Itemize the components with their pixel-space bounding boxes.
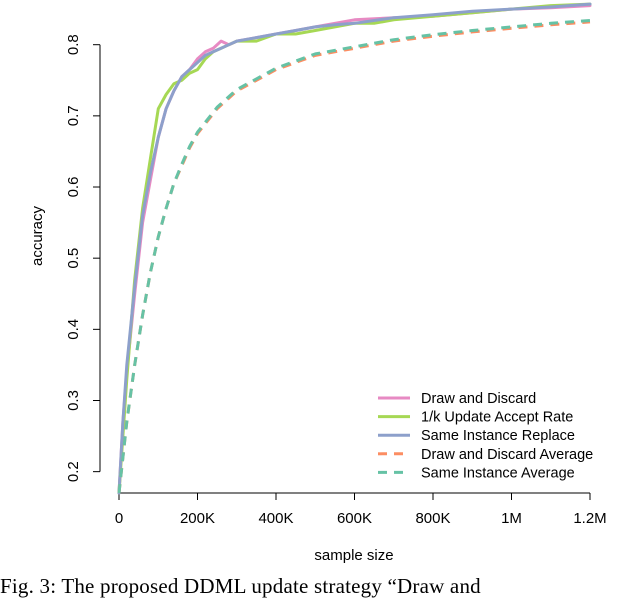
- legend-label: Draw and Discard: [421, 391, 536, 407]
- y-tick-label: 0.8: [65, 34, 82, 55]
- x-tick-label: 200K: [180, 510, 215, 527]
- y-tick-label: 0.3: [65, 390, 82, 411]
- x-tick-label: 0: [115, 510, 123, 527]
- y-tick-label: 0.2: [65, 461, 82, 482]
- series-line: [117, 2, 592, 495]
- y-tick-label: 0.4: [65, 319, 82, 340]
- x-tick-label: 800K: [415, 510, 450, 527]
- legend-label: 1/k Update Accept Rate: [421, 410, 573, 426]
- axes: 0 200K 400K 600K 800K 1M 1.2M 0.2 0.3 0.4 0.5 0.6 0.…: [65, 34, 607, 527]
- legend-label: Draw and Discard Average: [421, 447, 593, 463]
- figure-caption: Fig. 3: The proposed DDML update strateg…: [0, 574, 481, 598]
- y-tick-label: 0.6: [65, 177, 82, 198]
- y-tick-label: 0.5: [65, 248, 82, 269]
- y-axis-label: accuracy: [29, 205, 46, 266]
- x-tick-label: 1M: [501, 510, 522, 527]
- legend-label: Same Instance Average: [421, 465, 575, 481]
- x-tick-label: 400K: [258, 510, 293, 527]
- series-line: [117, 19, 591, 494]
- accuracy-line-chart: 0 200K 400K 600K 800K 1M 1.2M 0.2 0.3 0.4 0.5 0.6 0.…: [29, 2, 607, 564]
- x-tick-label: 600K: [337, 510, 372, 527]
- x-tick-label: 1.2M: [573, 510, 606, 527]
- series-lines: [117, 2, 592, 495]
- x-axis-label: sample size: [314, 547, 393, 564]
- legend: Draw and Discard 1/k Update Accept Rate Sa…: [378, 391, 593, 481]
- legend-label: Same Instance Replace: [421, 428, 575, 444]
- y-tick-label: 0.7: [65, 105, 82, 126]
